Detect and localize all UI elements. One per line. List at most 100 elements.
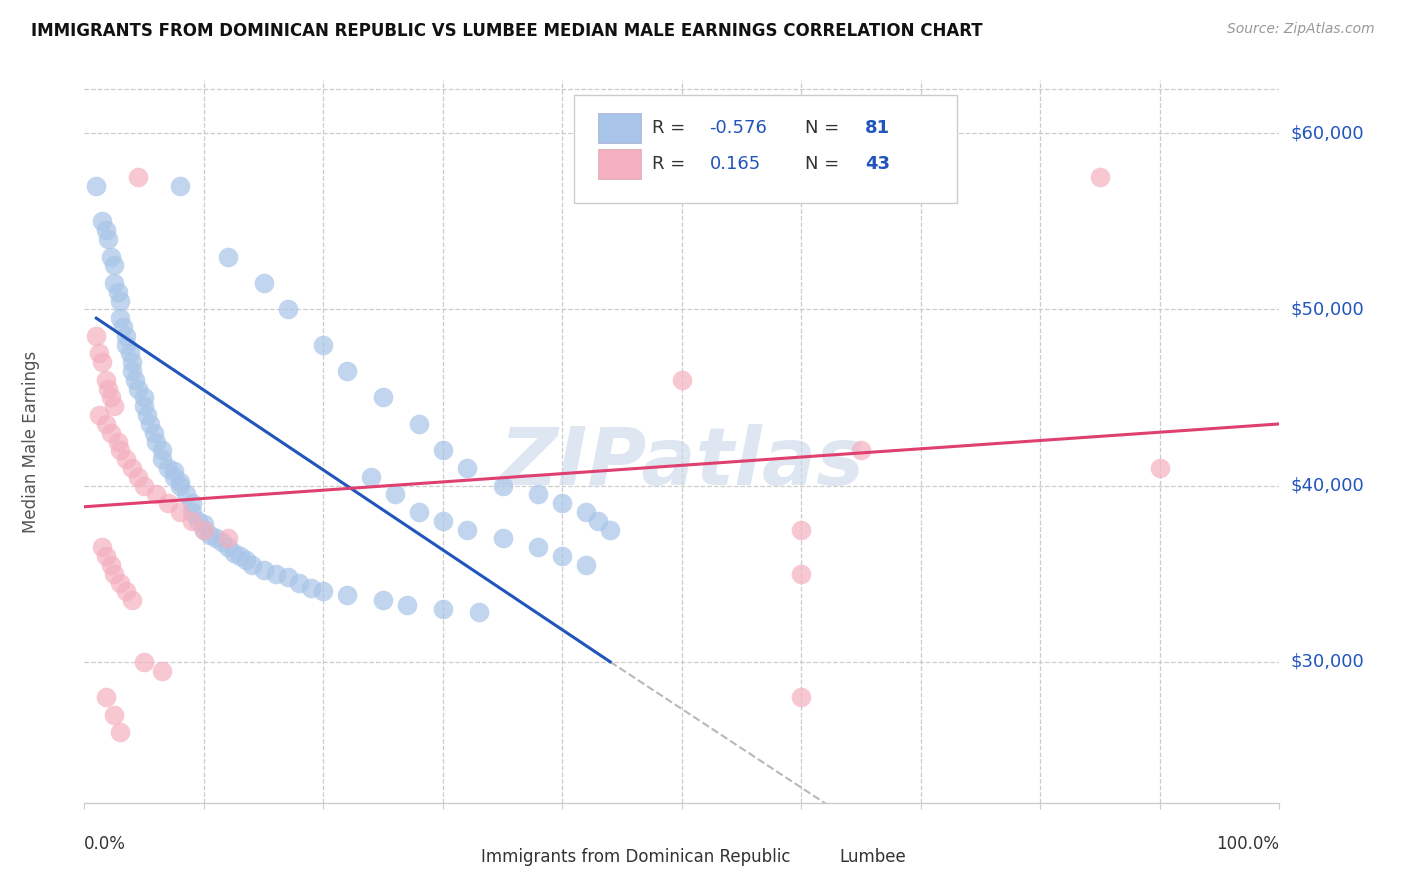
Point bbox=[91, 355, 114, 369]
Point bbox=[110, 311, 132, 326]
Point bbox=[121, 355, 143, 369]
Point bbox=[253, 276, 276, 290]
Text: IMMIGRANTS FROM DOMINICAN REPUBLIC VS LUMBEE MEDIAN MALE EARNINGS CORRELATION CH: IMMIGRANTS FROM DOMINICAN REPUBLIC VS LU… bbox=[31, 22, 983, 40]
Point bbox=[599, 523, 621, 537]
Text: 0.0%: 0.0% bbox=[84, 835, 127, 854]
Point bbox=[107, 285, 129, 299]
Point bbox=[527, 541, 550, 555]
Point bbox=[301, 581, 323, 595]
Point bbox=[384, 487, 406, 501]
Point bbox=[115, 452, 138, 467]
Point bbox=[1090, 170, 1112, 185]
Point bbox=[198, 528, 221, 542]
Point bbox=[288, 575, 311, 590]
Point bbox=[94, 417, 117, 431]
Point bbox=[193, 523, 215, 537]
Point bbox=[103, 258, 125, 272]
Point bbox=[135, 408, 157, 422]
Point bbox=[139, 417, 162, 431]
Text: 43: 43 bbox=[865, 155, 890, 173]
Point bbox=[94, 223, 117, 237]
Point bbox=[91, 541, 114, 555]
Point bbox=[336, 364, 359, 378]
Point bbox=[193, 523, 215, 537]
Point bbox=[163, 470, 186, 484]
Point bbox=[97, 382, 120, 396]
Point bbox=[229, 549, 252, 563]
Text: 100.0%: 100.0% bbox=[1216, 835, 1279, 854]
Point bbox=[163, 465, 186, 479]
Point bbox=[277, 570, 299, 584]
Point bbox=[103, 566, 125, 581]
Point bbox=[169, 475, 191, 489]
FancyBboxPatch shape bbox=[599, 112, 641, 143]
Text: R =: R = bbox=[652, 155, 690, 173]
Point bbox=[132, 391, 156, 405]
Point bbox=[100, 250, 122, 264]
Point bbox=[790, 690, 813, 704]
Point bbox=[217, 250, 239, 264]
Point bbox=[132, 655, 156, 669]
Point bbox=[110, 575, 132, 590]
Point bbox=[145, 487, 167, 501]
Point bbox=[94, 373, 117, 387]
Point bbox=[373, 593, 395, 607]
Point bbox=[527, 487, 550, 501]
Point bbox=[222, 545, 245, 559]
Point bbox=[551, 549, 574, 563]
Text: ZIPatlas: ZIPatlas bbox=[499, 425, 865, 502]
Point bbox=[127, 170, 149, 185]
Point bbox=[87, 408, 110, 422]
Point bbox=[277, 302, 299, 317]
Point bbox=[193, 517, 215, 532]
Point bbox=[217, 541, 239, 555]
Point bbox=[100, 425, 122, 440]
Text: R =: R = bbox=[652, 119, 690, 137]
Point bbox=[103, 399, 125, 413]
Point bbox=[132, 399, 156, 413]
Point bbox=[124, 373, 146, 387]
Text: N =: N = bbox=[806, 119, 845, 137]
Point bbox=[575, 558, 598, 572]
Point bbox=[408, 505, 430, 519]
Point bbox=[169, 505, 191, 519]
Point bbox=[373, 391, 395, 405]
Point bbox=[150, 452, 173, 467]
Point bbox=[360, 470, 382, 484]
Point bbox=[312, 584, 335, 599]
Point bbox=[492, 478, 515, 492]
Point bbox=[110, 293, 132, 308]
Point bbox=[150, 664, 173, 678]
Point bbox=[110, 443, 132, 458]
Point bbox=[127, 470, 149, 484]
Point bbox=[121, 364, 143, 378]
Point bbox=[217, 532, 239, 546]
Point bbox=[121, 461, 143, 475]
Point bbox=[187, 514, 209, 528]
Point bbox=[551, 496, 574, 510]
Point bbox=[127, 382, 149, 396]
Point bbox=[432, 602, 454, 616]
Point bbox=[86, 328, 108, 343]
Point bbox=[851, 443, 873, 458]
Point bbox=[211, 535, 233, 549]
Point bbox=[115, 584, 138, 599]
Point bbox=[115, 328, 138, 343]
Point bbox=[790, 566, 813, 581]
Text: N =: N = bbox=[806, 155, 845, 173]
Point bbox=[174, 487, 197, 501]
Point bbox=[150, 443, 173, 458]
Point bbox=[253, 563, 276, 577]
Text: 0.165: 0.165 bbox=[710, 155, 761, 173]
Point bbox=[588, 514, 610, 528]
Point bbox=[181, 505, 204, 519]
Point bbox=[169, 478, 191, 492]
Point bbox=[468, 606, 491, 620]
Point bbox=[87, 346, 110, 360]
Point bbox=[456, 461, 478, 475]
Point bbox=[110, 725, 132, 739]
Point bbox=[121, 593, 143, 607]
Point bbox=[118, 346, 141, 360]
Point bbox=[100, 391, 122, 405]
Point bbox=[181, 496, 204, 510]
